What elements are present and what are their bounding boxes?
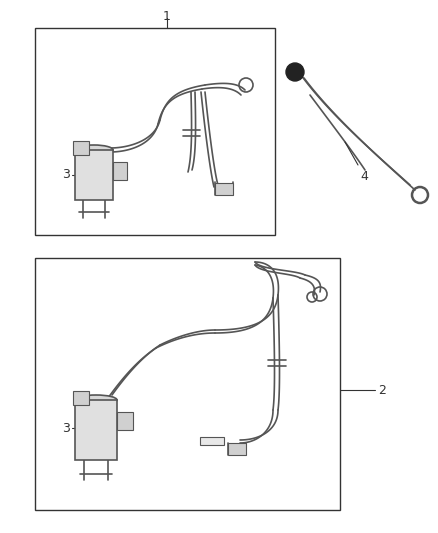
Bar	[113, 162, 127, 180]
Text: 1: 1	[163, 10, 171, 23]
Text: 3: 3	[62, 168, 70, 182]
Bar	[228, 443, 246, 455]
Bar	[200, 437, 224, 445]
Ellipse shape	[75, 145, 113, 155]
Text: 2: 2	[378, 384, 386, 397]
Bar	[35, 258, 340, 510]
Circle shape	[286, 63, 304, 81]
Text: 4: 4	[360, 170, 368, 183]
Bar	[117, 412, 133, 430]
Bar	[73, 391, 89, 405]
Bar	[215, 183, 233, 195]
Bar	[35, 28, 275, 235]
Bar	[75, 150, 113, 200]
Ellipse shape	[75, 395, 117, 405]
Text: 3: 3	[62, 422, 70, 434]
Bar	[75, 400, 117, 460]
Bar	[73, 141, 89, 155]
